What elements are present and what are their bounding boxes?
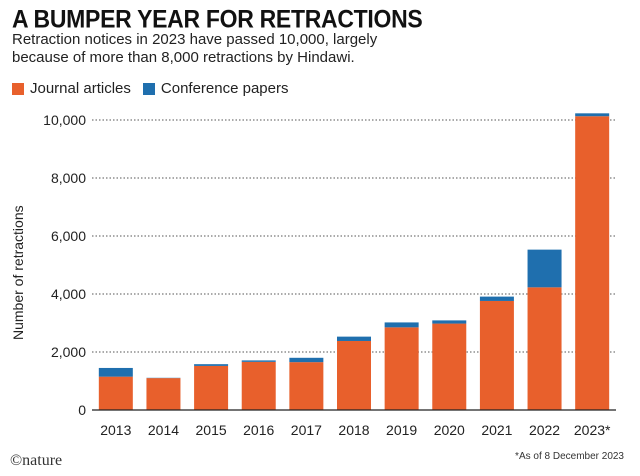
bar-journal-2018 bbox=[337, 340, 371, 410]
bar-journal-2016 bbox=[241, 361, 276, 410]
chart-subtitle: Retraction notices in 2023 have passed 1… bbox=[12, 31, 378, 66]
bar-journal-2019 bbox=[384, 327, 419, 410]
bar-conference-2017 bbox=[289, 357, 324, 363]
bar-journal-2020 bbox=[432, 323, 467, 410]
bar-journal-2015 bbox=[194, 365, 229, 410]
bar-journal-2014 bbox=[146, 378, 181, 410]
y-tick-label-0: 0 bbox=[78, 402, 86, 418]
bar-journal-2023 bbox=[575, 116, 610, 410]
chart-title: A BUMPER YEAR FOR RETRACTIONS bbox=[12, 4, 423, 34]
legend-label-journal: Journal articles bbox=[30, 80, 131, 97]
bar-journal-2021 bbox=[479, 300, 514, 410]
x-tick-label-2018: 2018 bbox=[338, 422, 369, 438]
y-tick-label-8000: 8,000 bbox=[51, 170, 86, 186]
x-tick-label-2023: 2023* bbox=[574, 422, 611, 438]
x-tick-label-2017: 2017 bbox=[291, 422, 322, 438]
x-tick-label-2021: 2021 bbox=[481, 422, 512, 438]
bar-conference-2020 bbox=[432, 320, 467, 324]
x-tick-label-2013: 2013 bbox=[100, 422, 131, 438]
bar-conference-2018 bbox=[337, 336, 371, 341]
footnote: *As of 8 December 2023 bbox=[515, 451, 624, 462]
x-tick-label-2016: 2016 bbox=[243, 422, 274, 438]
y-tick-label-10000: 10,000 bbox=[43, 112, 86, 128]
legend-item-journal: Journal articles bbox=[12, 80, 131, 97]
legend: Journal articles Conference papers bbox=[12, 80, 288, 97]
nature-logo: ©nature bbox=[10, 452, 63, 469]
bar-conference-2021 bbox=[479, 296, 514, 301]
legend-item-conference: Conference papers bbox=[142, 80, 289, 97]
bar-journal-2013 bbox=[98, 376, 133, 410]
legend-swatch-conference bbox=[142, 82, 155, 95]
x-tick-label-2020: 2020 bbox=[434, 422, 465, 438]
bar-conference-2013 bbox=[98, 367, 133, 377]
bar-journal-2017 bbox=[289, 362, 324, 410]
x-tick-label-2022: 2022 bbox=[529, 422, 560, 438]
y-tick-label-2000: 2,000 bbox=[51, 344, 86, 360]
x-tick-label-2014: 2014 bbox=[148, 422, 179, 438]
legend-swatch-journal bbox=[12, 82, 24, 95]
bar-conference-2022 bbox=[527, 249, 562, 288]
x-tick-label-2019: 2019 bbox=[386, 422, 417, 438]
y-tick-label-4000: 4,000 bbox=[51, 286, 86, 302]
bar-conference-2016 bbox=[241, 360, 276, 362]
x-tick-label-2015: 2015 bbox=[196, 422, 227, 438]
bar-conference-2019 bbox=[384, 322, 419, 328]
y-tick-label-6000: 6,000 bbox=[51, 228, 86, 244]
legend-label-conference: Conference papers bbox=[160, 80, 289, 97]
bar-conference-2023 bbox=[575, 113, 610, 117]
bar-journal-2022 bbox=[527, 287, 562, 410]
bar-conference-2015 bbox=[194, 364, 229, 366]
